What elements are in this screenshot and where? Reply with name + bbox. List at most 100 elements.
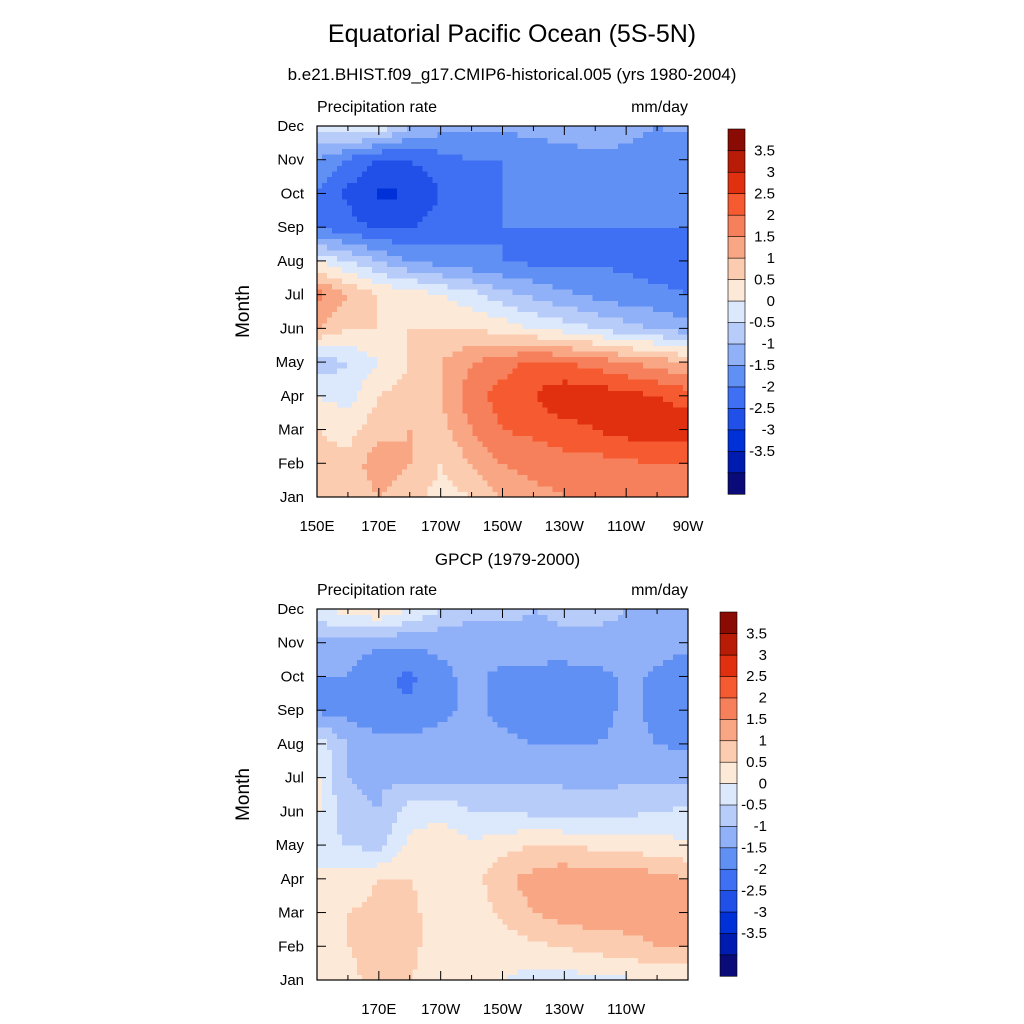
contour-cell <box>332 339 338 346</box>
contour-cell <box>492 350 499 358</box>
contour-cell <box>522 193 529 200</box>
contour-cell <box>382 255 388 262</box>
contour-cell <box>552 221 559 228</box>
contour-cell <box>467 378 474 386</box>
contour-cell <box>342 154 348 161</box>
contour-cell <box>392 294 398 301</box>
contour-cell <box>512 176 519 183</box>
contour-cell <box>462 333 468 341</box>
contour-cell <box>412 154 418 161</box>
contour-cell <box>372 227 378 234</box>
contour-cell <box>557 249 564 256</box>
contour-cell <box>417 440 423 448</box>
contour-cell <box>542 485 549 492</box>
contour-cell <box>497 401 504 408</box>
contour-cell <box>387 305 393 313</box>
contour-cell <box>442 446 448 453</box>
contour-cell <box>437 378 443 386</box>
contour-cell <box>487 468 494 476</box>
contour-cell <box>682 373 689 380</box>
contour-cell <box>517 260 524 268</box>
contour-cell <box>632 300 639 307</box>
contour-cell <box>427 446 433 453</box>
contour-cell <box>347 142 353 150</box>
contour-cell <box>587 137 594 144</box>
contour-cell <box>522 142 529 150</box>
contour-cell <box>642 429 649 436</box>
contour-cell <box>677 418 684 425</box>
contour-cell <box>327 154 333 161</box>
contour-cell <box>652 350 659 358</box>
contour-cell <box>347 390 353 397</box>
contour-cell <box>597 356 604 363</box>
contour-cell <box>482 148 489 155</box>
contour-cell <box>597 277 604 284</box>
contour-cell <box>487 418 494 425</box>
contour-cell <box>642 182 649 189</box>
contour-cell <box>362 283 368 290</box>
contour-cell <box>392 328 398 335</box>
contour-cell <box>492 457 499 464</box>
contour-cell <box>352 485 358 492</box>
contour-cell <box>517 215 524 223</box>
contour-cell <box>557 238 564 245</box>
contour-cell <box>567 199 574 206</box>
contour-cell <box>642 294 649 301</box>
contour-cell <box>317 260 323 268</box>
contour-cell <box>442 255 448 262</box>
contour-cell <box>387 311 393 318</box>
contour-cell <box>442 384 448 391</box>
contour-cell <box>327 463 333 470</box>
contour-cell <box>657 193 664 200</box>
contour-cell <box>612 255 619 262</box>
contour-cell <box>682 238 689 245</box>
contour-cell <box>527 311 534 318</box>
contour-cell <box>567 362 574 369</box>
contour-cell <box>407 215 413 223</box>
contour-cell <box>572 126 579 133</box>
contour-cell <box>547 412 554 419</box>
contour-cell <box>672 322 679 329</box>
contour-cell <box>627 199 634 206</box>
contour-cell <box>347 407 353 414</box>
contour-cell <box>357 446 363 453</box>
contour-cell <box>342 300 348 307</box>
contour-cell <box>527 317 534 324</box>
contour-cell <box>407 339 413 346</box>
contour-cell <box>612 446 619 453</box>
contour-cell <box>362 480 368 487</box>
contour-cell <box>527 283 534 290</box>
contour-cell <box>662 165 669 172</box>
contour-cell <box>327 215 333 223</box>
contour-cell <box>347 154 353 161</box>
contour-cell <box>642 142 649 150</box>
contour-cell <box>422 429 428 436</box>
contour-cell <box>377 339 383 346</box>
contour-cell <box>572 412 579 419</box>
contour-cell <box>322 384 328 391</box>
contour-cell <box>407 390 413 397</box>
contour-cell <box>682 463 689 470</box>
contour-cell <box>437 356 443 363</box>
contour-cell <box>512 440 519 448</box>
contour-cell <box>447 289 453 296</box>
contour-cell <box>517 277 524 284</box>
contour-cell <box>587 317 594 324</box>
contour-cell <box>542 322 549 329</box>
contour-cell <box>412 182 418 189</box>
contour-cell <box>582 277 589 284</box>
contour-cell <box>627 390 634 397</box>
contour-cell <box>607 317 614 324</box>
contour-cell <box>632 131 639 138</box>
contour-cell <box>462 317 468 324</box>
contour-cell <box>512 142 519 150</box>
contour-cell <box>337 238 343 245</box>
contour-cell <box>412 244 418 251</box>
contour-cell <box>577 491 584 498</box>
contour-cell <box>447 362 453 369</box>
contour-cell <box>527 446 534 453</box>
contour-cell <box>442 165 448 172</box>
contour-cell <box>647 131 654 138</box>
contour-cell <box>617 170 624 178</box>
contour-cell <box>387 423 393 431</box>
